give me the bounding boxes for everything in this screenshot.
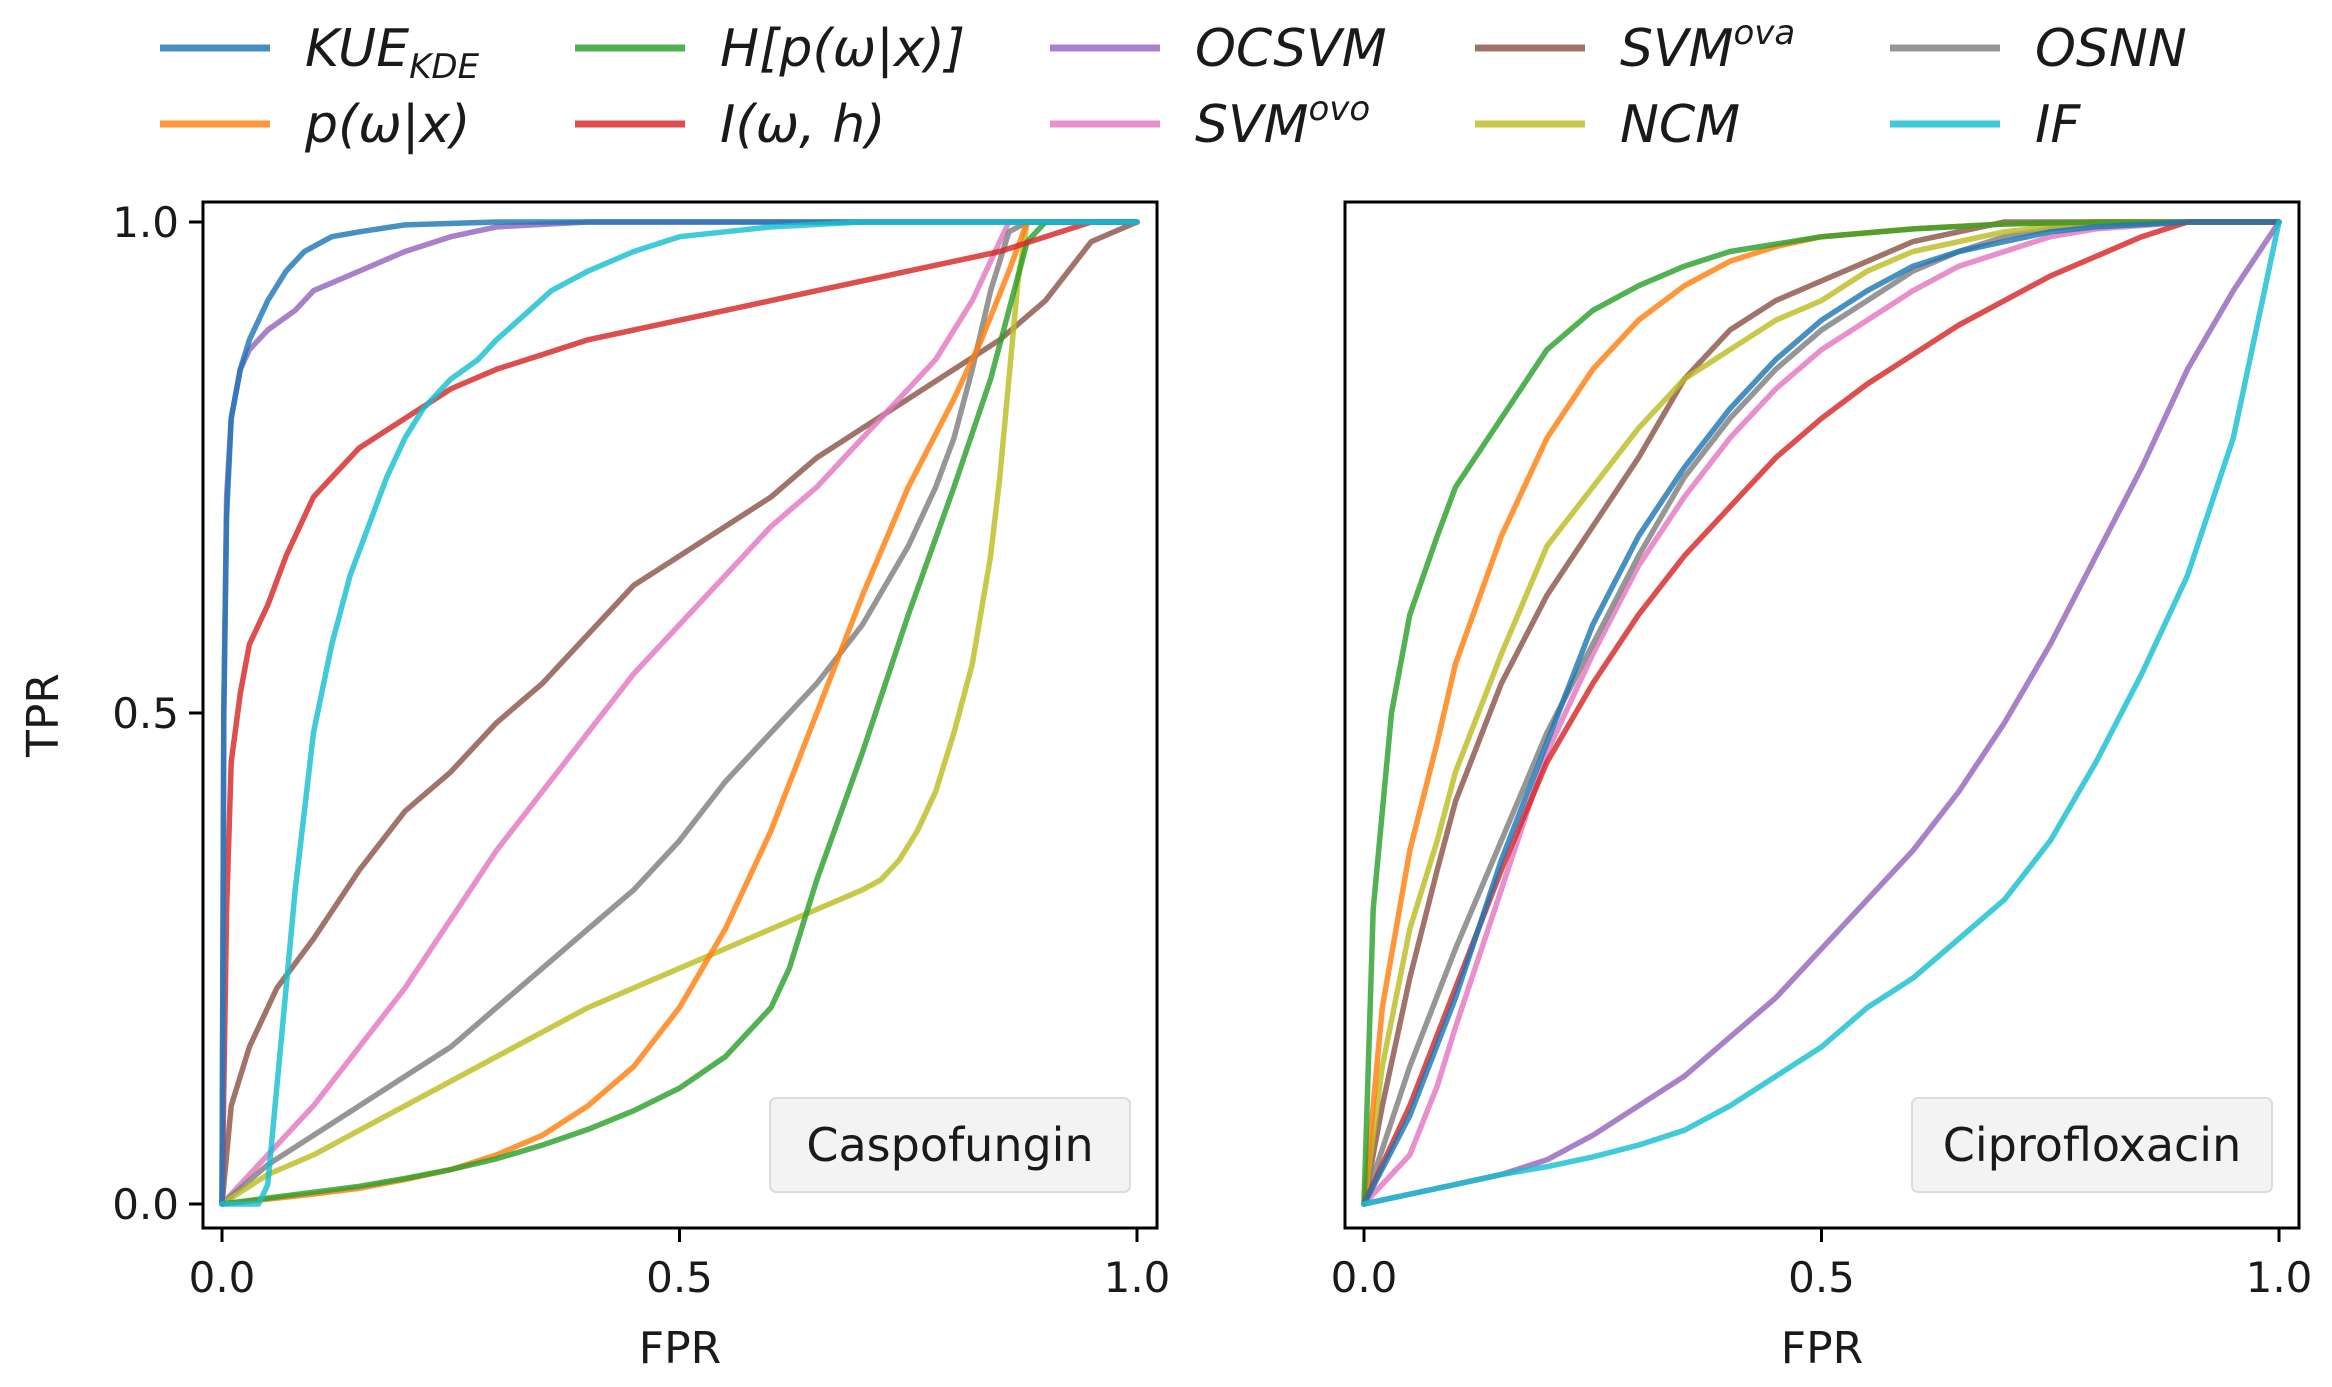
roc-curve-h [219, 219, 1140, 1207]
legend-item-osnn: OSNN [1890, 19, 2187, 79]
roc-curve-svmova [1361, 219, 2282, 1207]
curves [1361, 219, 2282, 1207]
panel-caspofungin: 0.0 0.5 1.0 0.0 0.5 1.0 FPR TPR Caspofungin [18, 198, 1170, 1374]
roc-curve-ncm [1361, 219, 2282, 1207]
x-tick-label: 0.5 [646, 1253, 713, 1302]
panel-label: Ciprofloxacin [1943, 1118, 2241, 1172]
panel-label-box: Ciprofloxacin [1911, 1097, 2273, 1193]
x-tick-label: 0.5 [1788, 1253, 1855, 1302]
legend-item-p: p(ω|x) [160, 95, 470, 155]
legend: KUEKDE p(ω|x) H[p(ω|x)] I(ω, h) OCSVM SVMovo S… [160, 13, 2187, 155]
x-tick-label: 0.0 [189, 1253, 256, 1302]
roc-curve-svmovo [219, 219, 1140, 1207]
plot-frame [201, 200, 1159, 1230]
legend-item-i: I(ω, h) [575, 95, 885, 155]
legend-item-ocsvm: OCSVM [1050, 19, 1387, 79]
roc-curve-ocsvm [219, 219, 1140, 1207]
roc-curve-h [1361, 219, 2282, 1207]
roc-curve-if [1361, 219, 2282, 1207]
panel-ciprofloxacin: 0.0 0.5 1.0 FPR Ciprofloxacin [1331, 200, 2313, 1374]
x-tick-label: 0.0 [1331, 1253, 1398, 1302]
legend-label-ocsvm: OCSVM [1195, 19, 1387, 79]
roc-curve-svmova [219, 219, 1140, 1207]
y-tick-label: 1.0 [112, 198, 179, 247]
legend-label-p: p(ω|x) [304, 95, 470, 155]
roc-curve-osnn [1361, 219, 2282, 1207]
roc-curve-kue-kde [1361, 219, 2282, 1207]
roc-curve-osnn [219, 219, 1140, 1207]
roc-curve-p [1361, 219, 2282, 1207]
curves [219, 219, 1140, 1207]
legend-label-i: I(ω, h) [720, 95, 885, 155]
roc-curve-i [219, 219, 1140, 1207]
panel-label-background [1911, 1097, 2273, 1193]
legend-item-h: H[p(ω|x)] [575, 19, 965, 79]
legend-label-svmova: SVMova [1620, 13, 1795, 79]
y-tick-label: 0.0 [112, 1180, 179, 1229]
roc-curve-kue-kde [219, 219, 1140, 1207]
y-tick-label: 0.5 [112, 689, 179, 738]
legend-item-svmova: SVMova [1475, 13, 1795, 79]
roc-curve-if [219, 219, 1140, 1207]
roc-curve-p [219, 219, 1140, 1207]
x-axis-label: FPR [639, 1323, 721, 1374]
roc-curve-ncm [219, 219, 1140, 1207]
panel-label-background [769, 1097, 1131, 1193]
roc-curve-svmovo [1361, 219, 2282, 1207]
legend-label-kue-kde: KUEKDE [305, 19, 480, 87]
legend-label-ncm: NCM [1620, 95, 1740, 155]
x-tick-label: 1.0 [1104, 1253, 1171, 1302]
roc-curve-ocsvm [1361, 219, 2282, 1207]
legend-item-svmovo: SVMovo [1050, 89, 1370, 155]
roc-curve-i [1361, 219, 2282, 1207]
panel-label-box: Caspofungin [769, 1097, 1131, 1193]
legend-label-osnn: OSNN [2035, 19, 2187, 79]
legend-item-if: IF [1890, 95, 2081, 155]
y-axis-label: TPR [18, 673, 69, 758]
legend-item-kue-kde: KUEKDE [160, 19, 480, 87]
x-tick-label: 1.0 [2246, 1253, 2313, 1302]
legend-item-ncm: NCM [1475, 95, 1740, 155]
x-axis-label: FPR [1781, 1323, 1863, 1374]
panel-label: Caspofungin [806, 1118, 1093, 1172]
legend-label-if: IF [2035, 95, 2081, 155]
legend-label-h: H[p(ω|x)] [720, 19, 965, 79]
legend-label-svmovo: SVMovo [1195, 89, 1370, 155]
